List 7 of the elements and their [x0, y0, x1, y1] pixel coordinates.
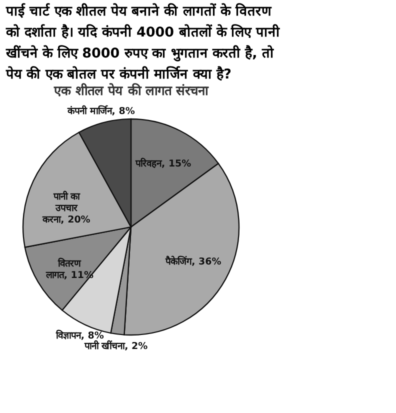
text: पाई चार्ट एक शीतल पेय बनाने की लागतों के वितरण को दर्शाता है। यदि कंपनी 4000 बोतलों के लिए पानी खींचने के लिए 8000 रुपए का भुगतान करती है, तो पेय की एक बोतल पर कंपनी मार्जिन क्या है? [5, 2, 280, 82]
slice-label: पानी का उपचार करना, 20% [42, 190, 91, 226]
slice-label: पानी खींचना, 2% [83, 340, 148, 352]
slice-label: पैकेजिंग, 36% [164, 255, 222, 268]
slice-label: परिवहन, 15% [134, 157, 192, 170]
slice-label: कंपनी मार्जिन, 8% [66, 104, 136, 117]
chart-title: एक शीतल पेय की लागत संरचना [53, 83, 209, 99]
